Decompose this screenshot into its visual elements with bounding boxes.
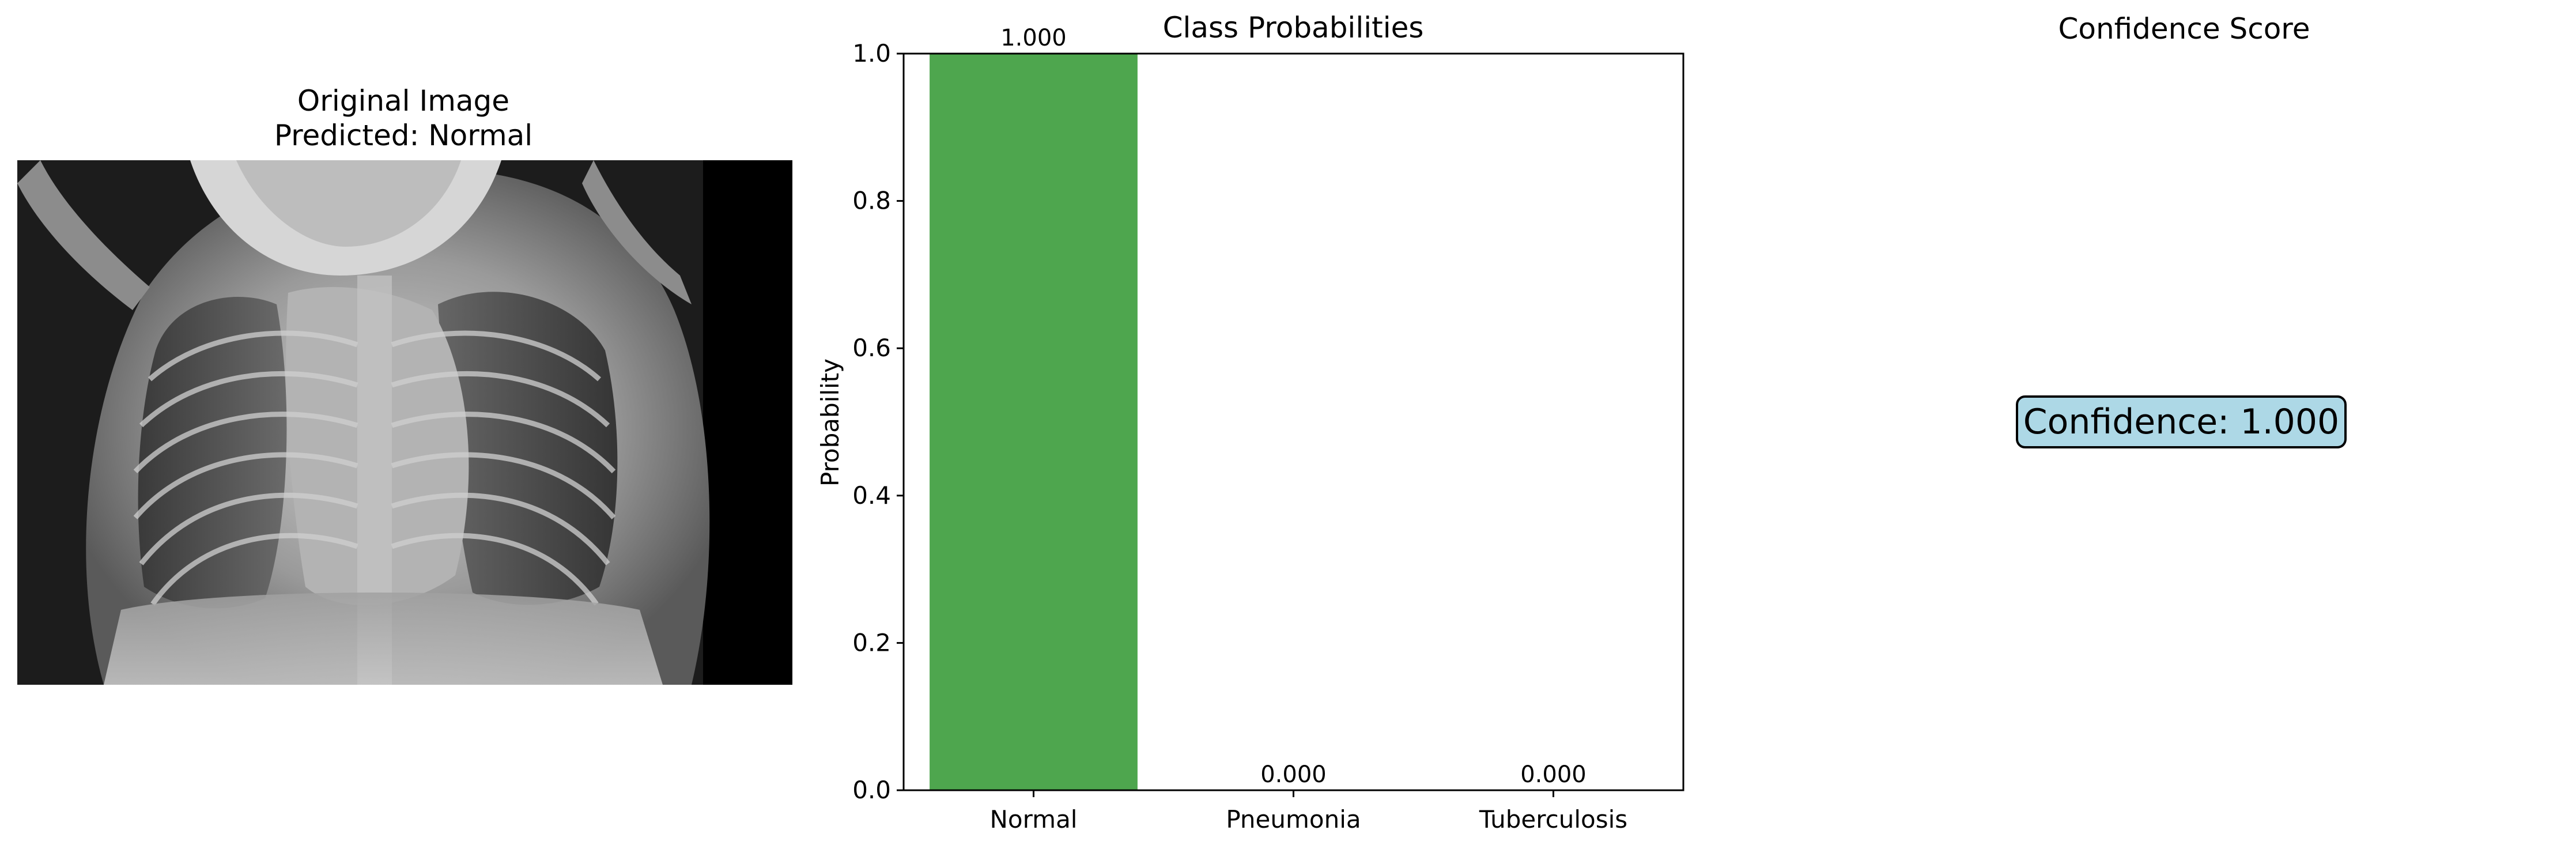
bars-layer: 1.000 0.000 0.000 [930, 25, 1587, 790]
x-tick-label: Pneumonia [1226, 805, 1361, 833]
bar-value-label: 0.000 [1260, 761, 1327, 788]
y-axis-label: Probability [816, 359, 844, 486]
confidence-panel-title: Confidence Score [2058, 12, 2310, 46]
x-tick-label: Tuberculosis [1479, 805, 1627, 833]
y-tick-label: 0.0 [852, 776, 891, 804]
chest-xray-image [17, 160, 792, 685]
y-tick-label: 0.8 [852, 187, 891, 215]
prediction-label: Predicted: Normal [274, 119, 533, 152]
y-tick-label: 0.6 [852, 334, 891, 362]
ticks-layer: Normal Pneumonia Tuberculosis 0.0 0.2 0.4 0.6 0… [852, 39, 1627, 833]
plot-frame [902, 52, 1684, 791]
bar-normal [930, 54, 1138, 790]
image-panel-title: Original Image Predicted: Normal [0, 84, 807, 153]
chart-title: Class Probabilities [1163, 11, 1424, 44]
x-tick-label: Normal [990, 805, 1078, 833]
y-tick-label: 0.4 [852, 481, 891, 510]
y-tick-label: 0.2 [852, 628, 891, 657]
bar-value-label: 0.000 [1520, 761, 1587, 788]
image-title: Original Image [297, 84, 510, 118]
bar-value-label: 1.000 [1000, 25, 1067, 51]
y-tick-label: 1.0 [852, 39, 891, 67]
confidence-badge: Confidence: 1.000 [2016, 395, 2347, 448]
